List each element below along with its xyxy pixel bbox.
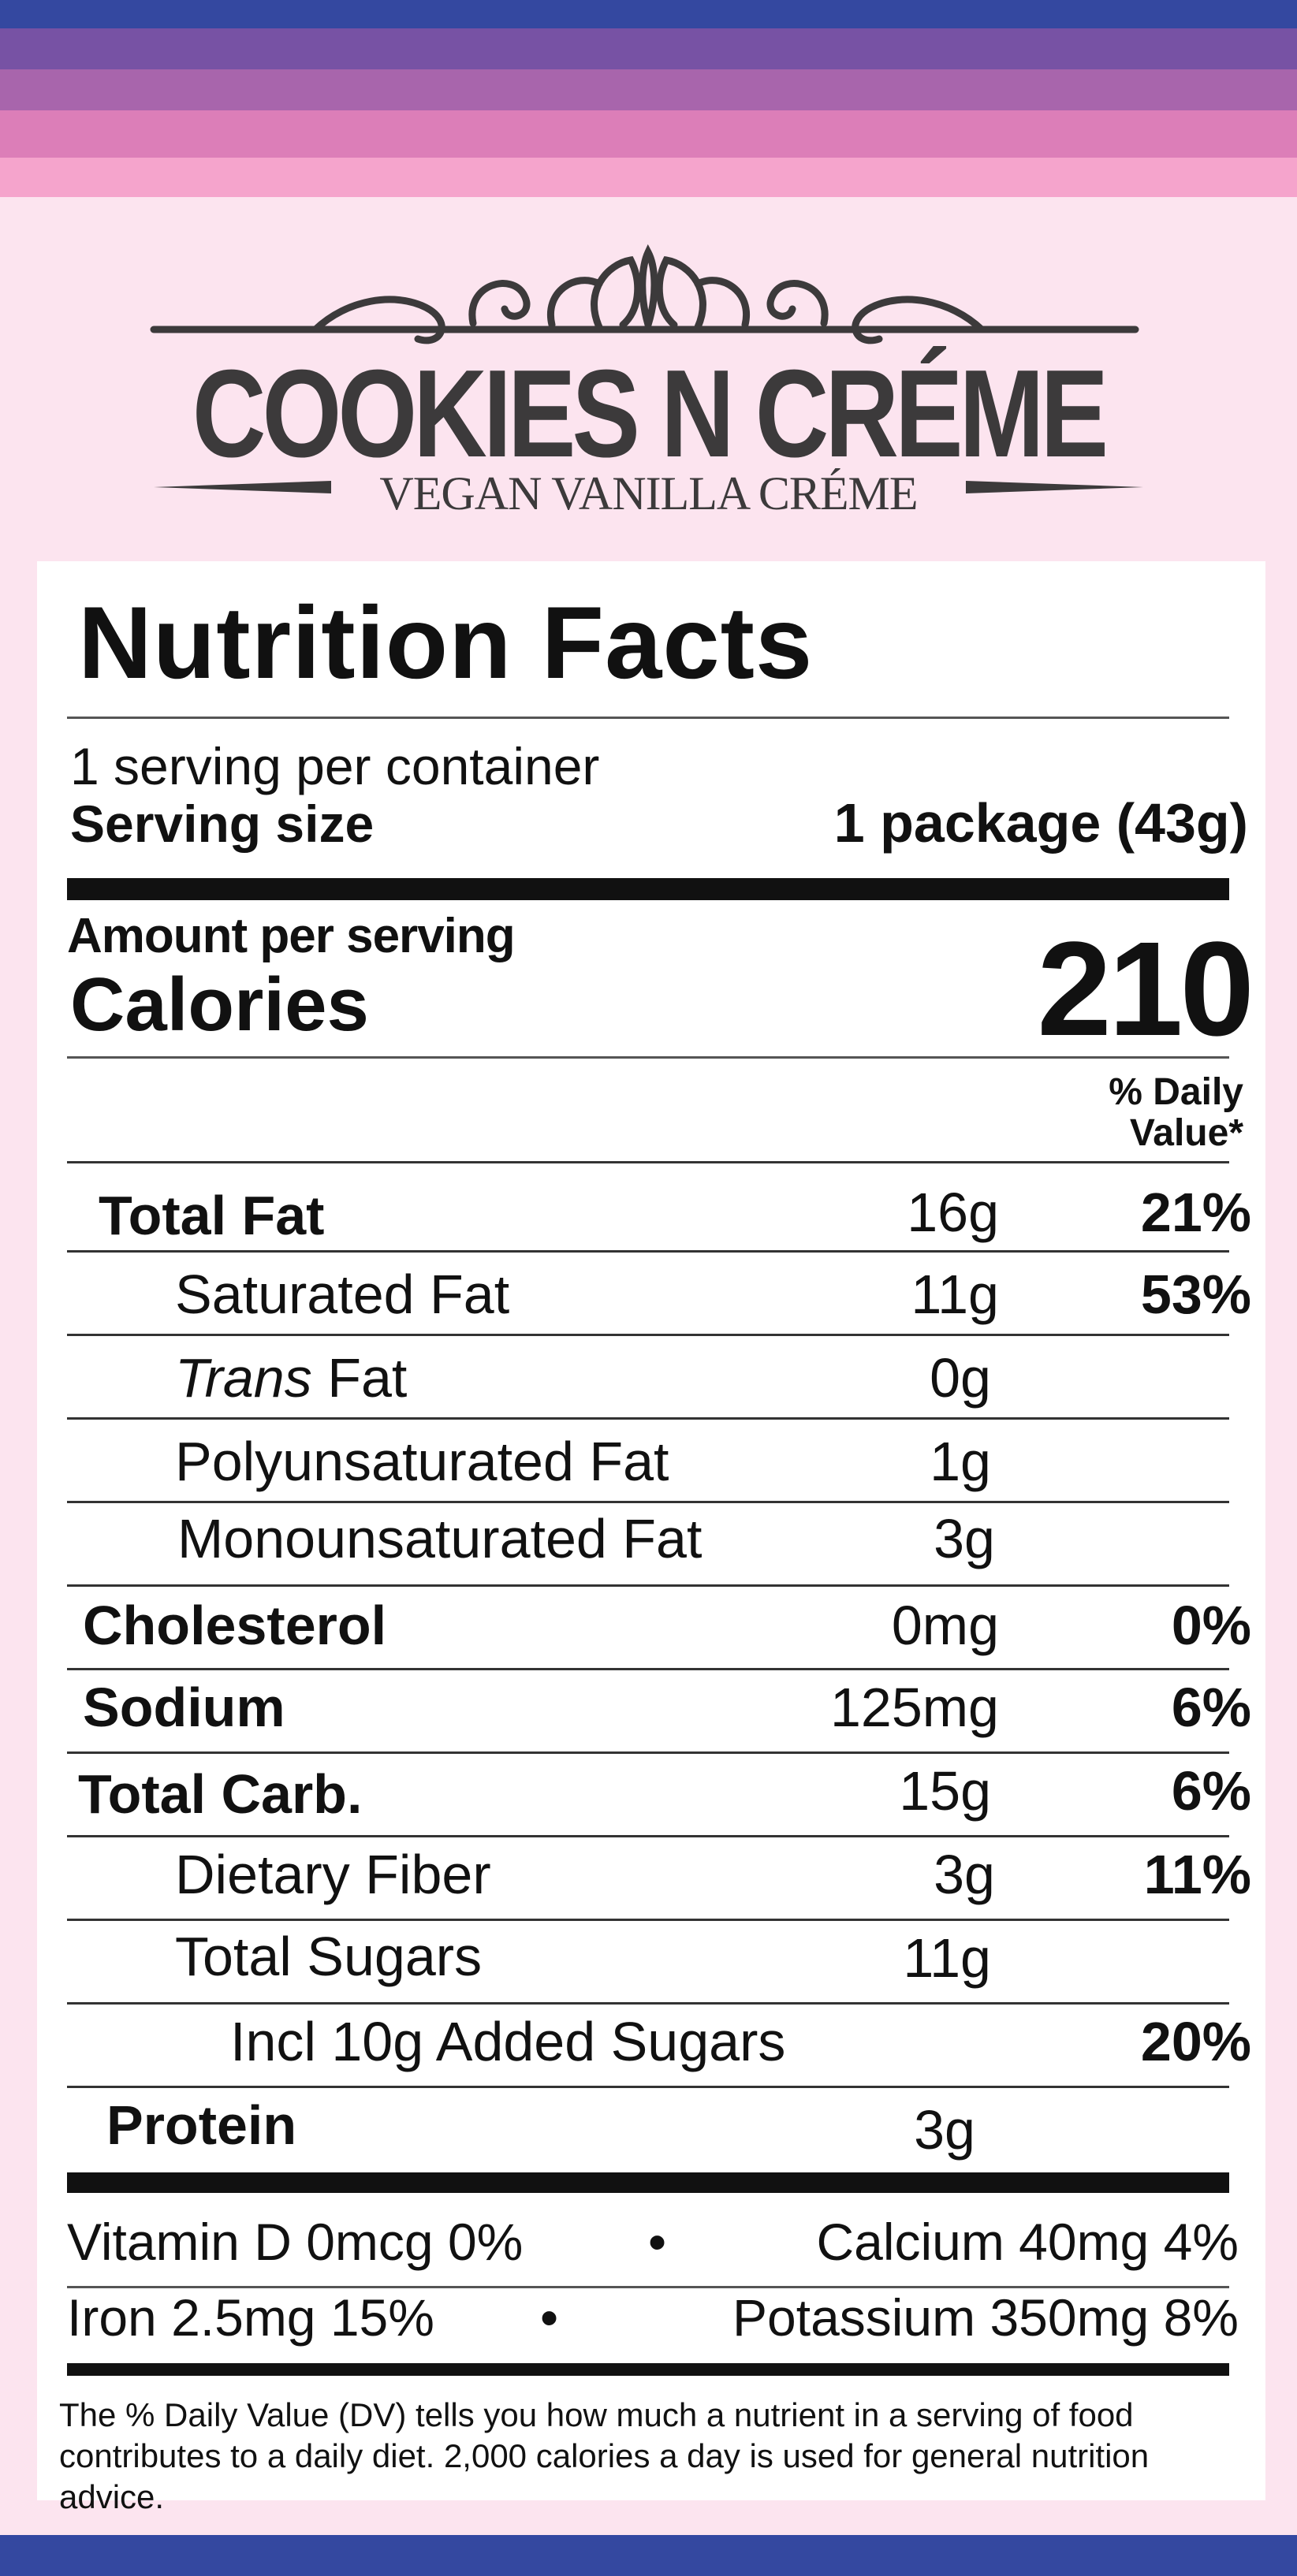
nutrient-name: Saturated Fat [175,1264,510,1325]
nutrient-name: Total Carb. [78,1763,363,1825]
top-stripe-mauve [0,69,1297,110]
iron: Iron 2.5mg 15% [67,2288,434,2347]
nutrient-name: Dietary Fiber [175,1844,491,1905]
nutrient-name-rest: Fat [311,1347,408,1409]
top-stripe-navy [0,0,1297,28]
nutrient-amount: 0g [930,1347,991,1409]
serving-size-label: Serving size [70,795,375,853]
brand-title: COOKIES N CRÉME [192,344,1109,483]
brand-subtitle: VEGAN VANILLA CRÉME [379,467,918,519]
nutrient-dv: 20% [1140,2011,1251,2072]
nutrient-dv: 53% [1140,1264,1251,1325]
vitamin-d: Vitamin D 0mcg 0% [67,2213,524,2271]
row-divider [67,1919,1229,1921]
nutrient-amount: 11g [911,1264,999,1325]
nutrient-dv: 6% [1171,1677,1251,1738]
thick-divider [67,878,1229,900]
nutrient-dv: 21% [1140,1182,1251,1243]
calories-label: Calories [70,962,369,1047]
nutrient-dv: 6% [1171,1760,1251,1822]
nutrient-name: Total Sugars [175,1926,483,1987]
nutrient-amount: 15g [899,1760,991,1822]
row-divider [67,1584,1229,1587]
divider [67,717,1229,719]
nutrient-amount: 3g [934,1844,995,1905]
daily-value-header: % Daily Value* [1109,1071,1243,1154]
nutrient-name: Polyunsaturated Fat [175,1431,669,1492]
nutrient-amount: 1g [930,1431,991,1492]
row-divider [67,1501,1229,1503]
bottom-stripe-navy [0,2535,1297,2576]
nutrient-amount: 3g [934,1508,995,1569]
row-divider [67,1417,1229,1420]
nutrient-amount: 3g [914,2099,975,2161]
top-stripe-purple [0,28,1297,69]
calories-value: 210 [1037,914,1254,1064]
nutrient-amount: 125mg [829,1677,999,1738]
nutrient-name: Total Fat [99,1185,325,1246]
servings-per-container: 1 serving per container [70,737,600,795]
top-stripe-light-pink [0,158,1297,197]
potassium: Potassium 350mg 8% [732,2288,1239,2347]
nutrient-dv: 0% [1171,1595,1251,1656]
divider [67,2286,1229,2288]
amount-per-serving: Amount per serving [67,909,516,963]
nutrient-amount: 16g [907,1182,999,1243]
panel-title: Nutrition Facts [78,585,814,700]
divider [67,1056,1229,1059]
nutrient-name: Cholesterol [83,1595,387,1656]
row-divider [67,2086,1229,2088]
nutrient-name: Monounsaturated Fat [177,1508,703,1569]
row-divider [67,1751,1229,1754]
nutrient-dv: 11% [1143,1844,1251,1905]
row-divider [67,2002,1229,2005]
nutrient-amount: 0mg [891,1595,999,1656]
nutrient-name: Sodium [83,1677,285,1738]
nutrient-amount: 11g [903,1927,991,1989]
top-stripe-pink [0,110,1297,158]
bullet-separator: • [648,2213,667,2271]
nutrient-name: Incl 10g Added Sugars [230,2011,786,2072]
row-divider [67,1161,1229,1163]
bullet-separator: • [540,2288,559,2347]
thick-divider [67,2363,1229,2376]
row-divider [67,1250,1229,1253]
serving-size-value: 1 package (43g) [833,792,1248,854]
row-divider [67,1835,1229,1837]
thick-divider [67,2172,1229,2193]
nutrient-name-italic: Trans [175,1347,312,1409]
brand-header: COOKIES N CRÉME VEGAN VANILLA CRÉME [0,236,1297,536]
row-divider [67,1334,1229,1336]
nutrient-name: Protein [106,2094,297,2156]
ornament-icon [150,244,1143,493]
nutrient-name: Trans Fat [175,1346,407,1409]
calcium: Calcium 40mg 4% [816,2213,1239,2271]
row-divider [67,1668,1229,1670]
footnote: The % Daily Value (DV) tells you how muc… [59,2396,1150,2515]
nutrition-facts-panel: Nutrition Facts 1 serving per container … [37,561,1265,2515]
